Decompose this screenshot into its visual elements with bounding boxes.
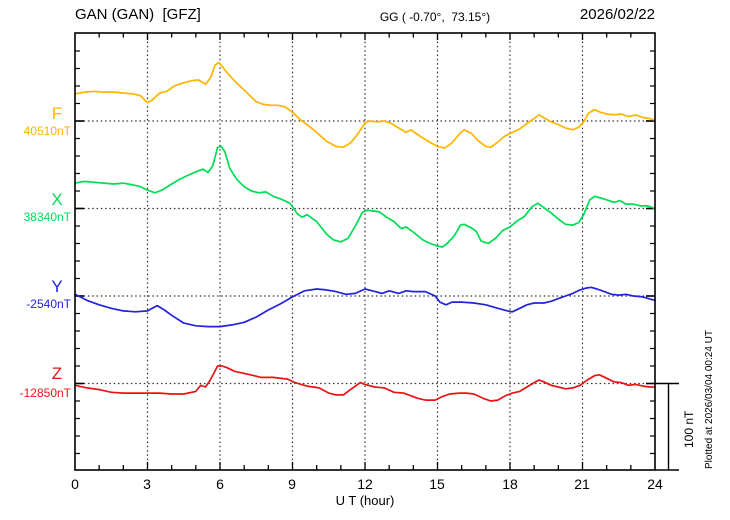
x-tick-0: 0 [71,476,79,492]
x-tick-3: 3 [143,476,151,492]
x-tick-15: 15 [429,476,445,492]
trace-y [74,286,656,328]
channel-label-f: F [51,104,63,123]
x-axis-label: U T (hour) [335,493,395,508]
scale-bar-label: 100 nT [682,410,696,448]
geographic-coordinates: GG ( -0.70°, 73.15°) [379,10,491,24]
plot-frame [74,32,656,471]
x-tick-21: 21 [574,476,590,492]
channel-label-z: Z [51,364,63,383]
station-title: GAN (GAN) [GFZ] [75,6,201,23]
channel-label-y: Y [51,277,63,296]
trace-z [74,365,656,402]
channel-baseline-f: 40510nT [23,124,71,138]
trace-f [74,61,656,149]
x-tick-12: 12 [357,476,373,492]
x-tick-9: 9 [288,476,296,492]
x-tick-24: 24 [647,476,663,492]
channel-baseline-z: -12850nT [19,386,71,400]
plotted-at-note: Plotted at 2026/03/04 00:24 UT [704,330,715,469]
x-tick-6: 6 [216,476,224,492]
trace-x [74,145,656,248]
x-tick-18: 18 [502,476,518,492]
channel-label-x: X [51,190,63,209]
channel-baseline-x: 38340nT [23,210,71,224]
observation-date: 2026/02/22 [579,6,655,23]
channel-baseline-y: -2540nT [26,297,71,311]
